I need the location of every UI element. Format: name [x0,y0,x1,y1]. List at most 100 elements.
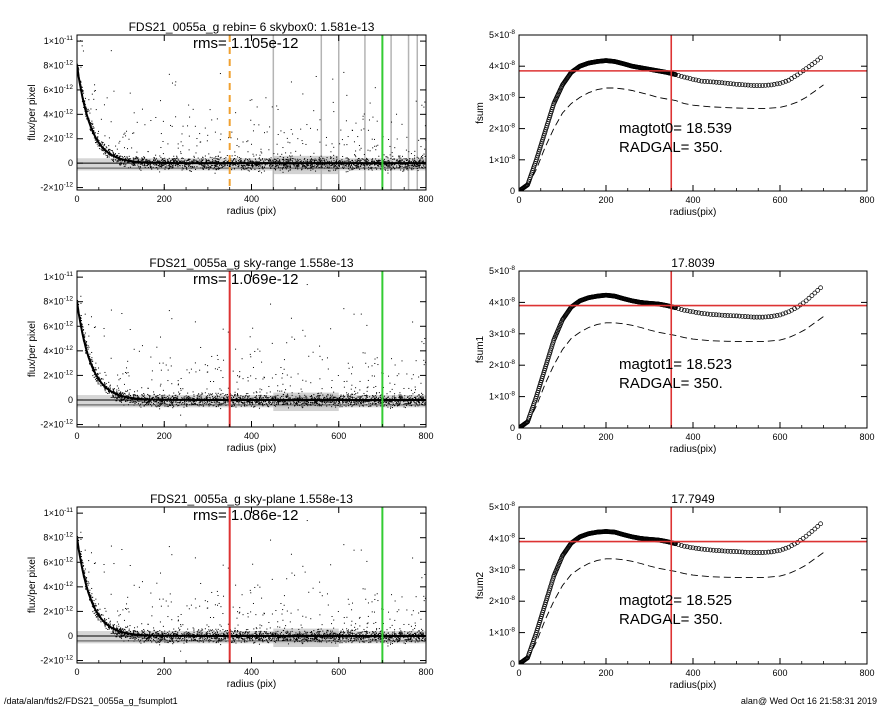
scatter-point [110,50,112,52]
scatter-point [335,169,337,171]
scatter-point [178,402,180,404]
scatter-point [103,153,105,155]
scatter-point [376,168,378,170]
scatter-point [393,405,395,407]
scatter-point [156,400,158,402]
scatter-point [155,154,157,156]
scatter-point [86,347,88,349]
scatter-point [302,379,304,381]
scatter-point [419,164,421,166]
scatter-point [374,358,376,360]
scatter-point [220,133,222,135]
growth-point [771,82,777,87]
scatter-point [147,393,149,395]
y-tick-label: 2×10-8 [489,123,515,134]
scatter-point [306,284,308,286]
scatter-point [103,335,105,337]
scatter-point [225,404,227,406]
scatter-point [186,164,188,166]
scatter-point [345,157,347,159]
scatter-point [133,348,135,350]
scatter-point [195,168,197,170]
scatter-point [373,395,375,397]
scatter-point [305,380,307,382]
scatter-point [400,157,402,159]
growth-point [763,82,768,88]
scatter-point [342,167,344,169]
scatter-point [167,159,169,161]
scatter-point [99,145,101,147]
scatter-point [121,398,123,400]
scatter-point [232,165,234,167]
scatter-point [99,377,101,379]
scatter-point [331,394,333,396]
scatter-point [99,383,101,385]
scatter-point [159,362,161,364]
scatter-point [157,168,159,170]
scatter-point [270,160,272,162]
scatter-point [174,159,176,161]
scatter-point [342,402,344,404]
scatter-point [111,159,113,161]
scatter-point [399,165,401,167]
growth-point [777,81,783,86]
scatter-point [253,165,255,167]
scatter-point [208,393,210,395]
scatter-point [180,389,182,391]
scatter-point [247,380,249,382]
scatter-point [338,165,340,167]
scatter-point [289,166,291,168]
scatter-point [179,164,181,166]
scatter-point [211,401,213,403]
scatter-point [204,165,206,167]
scatter-point [304,166,306,168]
scatter-point [391,398,393,400]
scatter-point [207,134,209,136]
scatter-point [211,165,213,167]
scatter-point [231,155,233,157]
scatter-point [185,160,187,162]
scatter-point [415,165,417,167]
scatter-point [339,401,341,403]
scatter-point [127,161,129,163]
scatter-point [390,164,392,166]
scatter-point [146,165,148,167]
scatter-point [197,397,199,399]
scatter-point [210,166,212,168]
scatter-point [311,158,313,160]
scatter-point [330,328,332,330]
scatter-point [367,129,369,131]
scatter-point [134,391,136,393]
scatter-point [351,393,353,395]
scatter-point [290,317,292,319]
scatter-point [207,365,209,367]
scatter-point [303,166,305,168]
scatter-point [275,161,277,163]
scatter-point [350,402,352,404]
scatter-point [255,378,257,380]
scatter-point [348,164,350,166]
scatter-point [317,165,319,167]
scatter-point [201,159,203,161]
scatter-point [360,165,362,167]
scatter-point [328,165,330,167]
scatter-point [264,166,266,168]
scatter-point [269,163,271,165]
scatter-point [180,153,182,155]
scatter-point [213,164,215,166]
scatter-point [304,160,306,162]
scatter-point [202,157,204,159]
scatter-point [93,130,95,132]
scatter-point [420,160,422,162]
growth-point [696,78,702,83]
scatter-point [212,405,214,407]
scatter-point [202,164,204,166]
scatter-point [399,161,401,163]
scatter-point [348,405,350,407]
scatter-point [98,140,100,142]
scatter-point [257,161,259,163]
scatter-point [390,401,392,403]
scatter-point [113,388,115,390]
scatter-point [346,144,348,146]
scatter-point [118,397,120,399]
